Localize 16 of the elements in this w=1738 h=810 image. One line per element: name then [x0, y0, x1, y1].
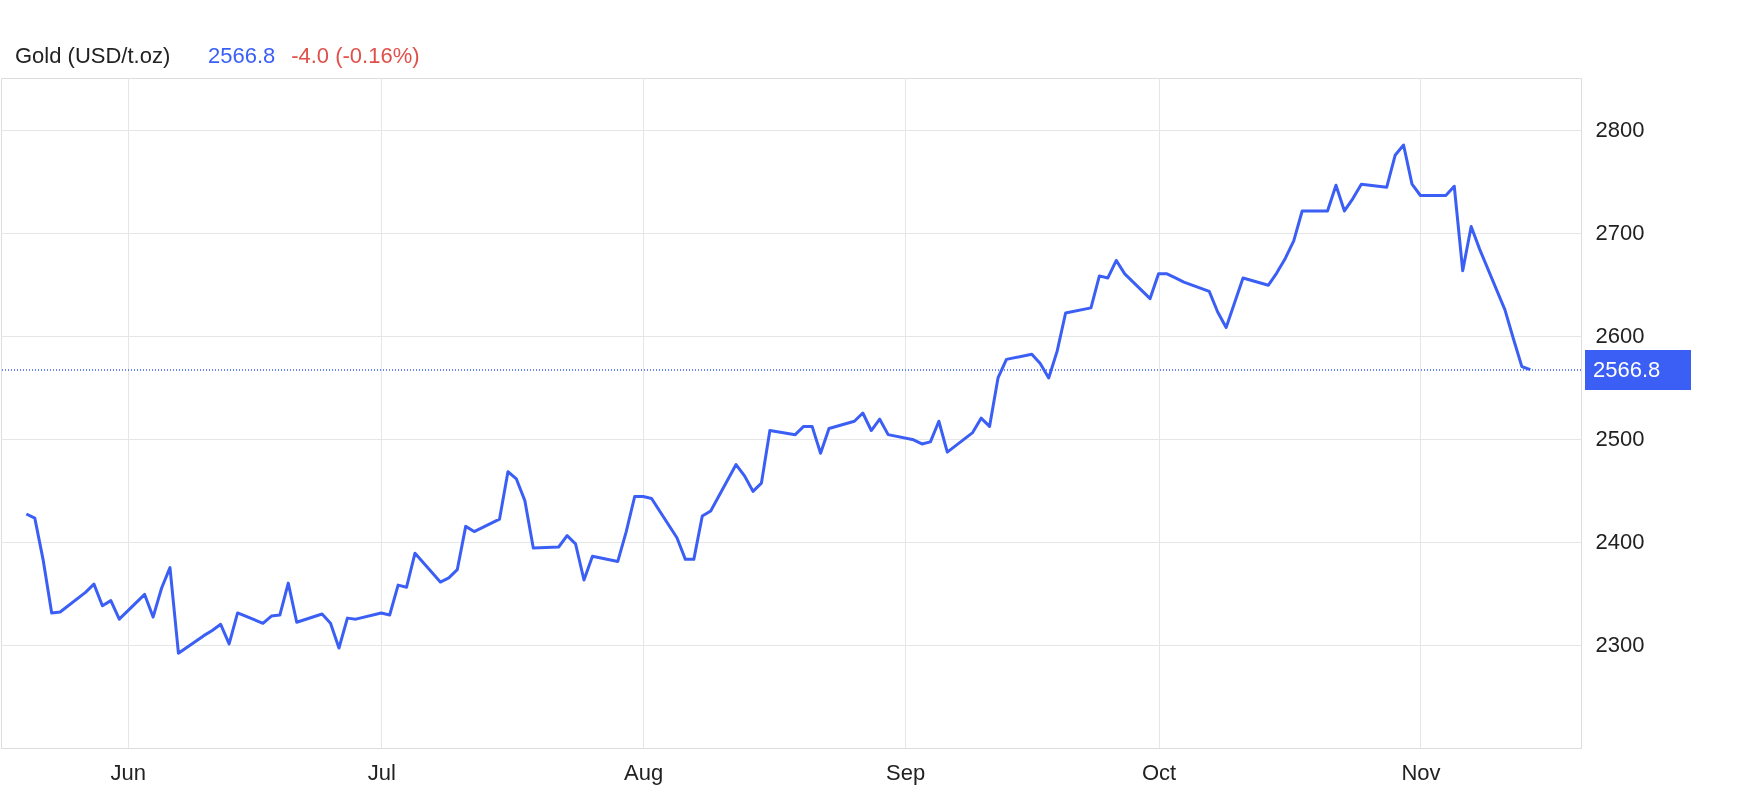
text: 2566.8 [208, 43, 276, 68]
x-tick-label: Jul [367, 759, 396, 785]
x-tick-label: Oct [1141, 759, 1177, 785]
x-tick-label: Nov [1401, 759, 1441, 785]
y-tick-label: 2400 [1595, 529, 1645, 555]
y-tick-label: 2600 [1595, 323, 1645, 349]
ref-line-label: 2566.8 [1593, 356, 1661, 382]
chart-title: Gold (USD/t.oz) [15, 43, 171, 68]
y-tick-label: 2700 [1595, 220, 1645, 246]
x-tick-label: Jun [110, 759, 146, 785]
text: -4.0 (-0.16%) [291, 43, 420, 68]
y-tick-label: 2500 [1595, 426, 1645, 452]
y-tick-label: 2800 [1595, 117, 1645, 143]
x-tick-label: Sep [885, 759, 926, 785]
y-tick-label: 2300 [1595, 632, 1645, 658]
x-tick-label: Aug [624, 759, 664, 785]
